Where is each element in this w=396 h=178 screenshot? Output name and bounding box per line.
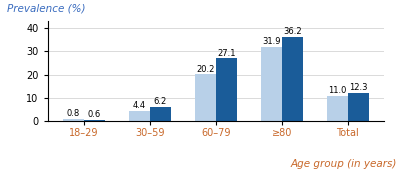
Text: 31.9: 31.9 [262,37,280,46]
Text: 20.2: 20.2 [196,64,215,74]
Text: 12.3: 12.3 [349,83,367,92]
Bar [84,120,105,121]
Text: 0.6: 0.6 [88,110,101,119]
Bar [327,96,348,121]
Bar [195,74,216,121]
Bar [216,58,237,121]
Bar [150,107,171,121]
Bar [282,37,303,121]
Text: 11.0: 11.0 [328,86,346,95]
Text: 0.8: 0.8 [67,109,80,119]
Text: 27.1: 27.1 [217,49,236,57]
Bar [261,47,282,121]
Bar [63,119,84,121]
Bar [129,111,150,121]
X-axis label: Age group (in years): Age group (in years) [291,159,396,169]
Text: 36.2: 36.2 [283,27,302,36]
Text: 6.2: 6.2 [154,97,167,106]
Text: 4.4: 4.4 [133,101,146,110]
Bar [348,93,369,121]
Text: Prevalence (%): Prevalence (%) [7,3,86,13]
